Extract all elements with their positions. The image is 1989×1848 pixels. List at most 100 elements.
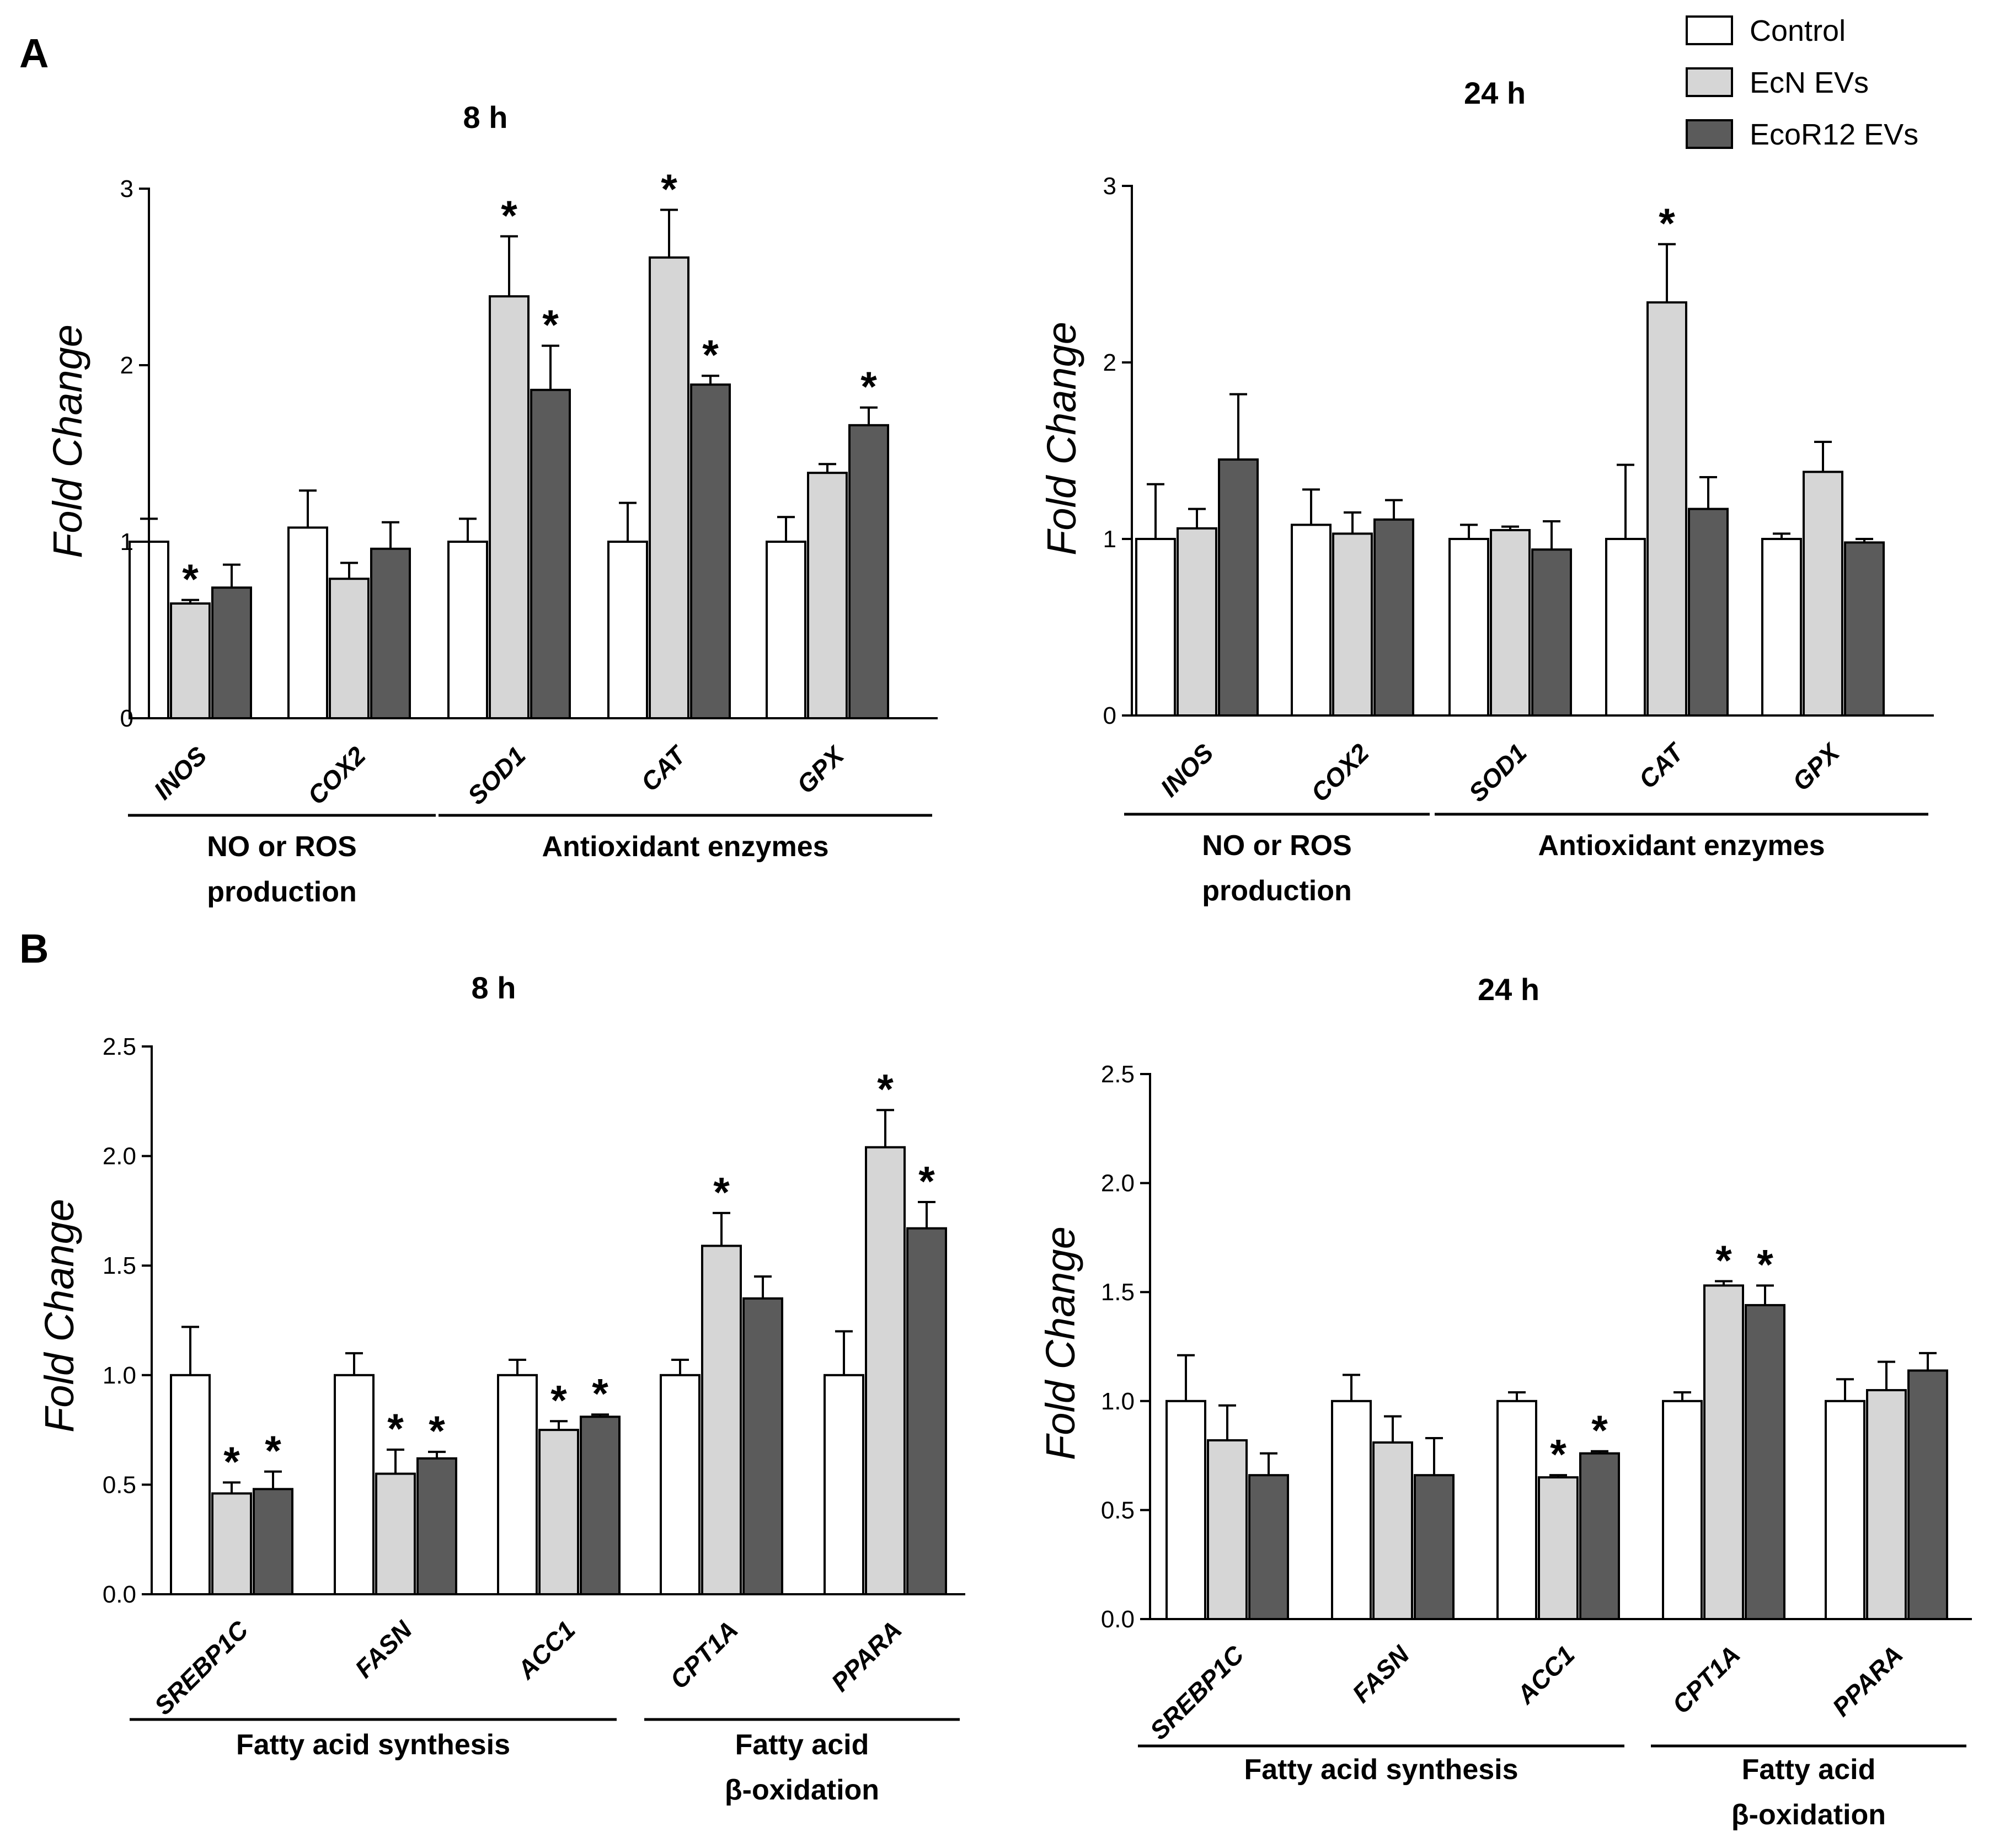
error-bar-acc1-ecn-evs xyxy=(1549,1474,1567,1478)
error-bar-fasn-control xyxy=(1343,1374,1360,1401)
bar-ppara-control xyxy=(824,1374,864,1596)
y-tick-label: 0 xyxy=(1103,702,1116,729)
category-label-acc1: ACC1 xyxy=(511,1615,581,1685)
bar-acc1-ecn-evs xyxy=(538,1429,579,1596)
bar-sod1-ecor12-evs xyxy=(1531,548,1572,717)
category-label-srebp1c: SREBP1C xyxy=(1144,1640,1249,1745)
category-label-sod1: SOD1 xyxy=(1463,738,1532,807)
bar-cat-control xyxy=(607,541,648,719)
legend: Control EcN EVs EcoR12 EVs xyxy=(1686,14,1918,151)
y-tick-label: 2 xyxy=(1103,349,1116,376)
error-bar-ppara-control xyxy=(835,1330,853,1375)
error-bar-ppara-ecor12-evs xyxy=(1919,1352,1937,1371)
category-label-ppara: PPARA xyxy=(826,1615,907,1697)
error-bar-srebp1c-control xyxy=(181,1326,199,1375)
y-axis-label: Fold Change xyxy=(45,324,90,558)
error-bar-fasn-ecn-evs xyxy=(387,1448,404,1474)
error-bar-gpx-control xyxy=(777,516,795,542)
y-tick-label: 2.5 xyxy=(103,1033,136,1060)
bar-cat-ecor12-evs xyxy=(690,383,731,719)
chart-title: 24 h xyxy=(1478,972,1539,1007)
bar-gpx-ecor12-evs xyxy=(848,424,889,719)
y-tick-label: 2 xyxy=(120,352,133,379)
error-bar-acc1-ecn-evs xyxy=(550,1420,568,1430)
group-label: β-oxidation xyxy=(725,1774,879,1806)
error-bar-gpx-ecn-evs xyxy=(1814,441,1832,472)
bar-acc1-control xyxy=(497,1374,538,1596)
y-tick-label: 1 xyxy=(1103,526,1116,553)
category-label-cox2: COX2 xyxy=(302,741,371,810)
bar-gpx-ecn-evs xyxy=(807,472,848,719)
bar-fasn-control xyxy=(1331,1400,1372,1621)
group-label: production xyxy=(207,876,357,908)
significance-star-cat-ecn-evs: * xyxy=(661,166,677,213)
legend-label-control: Control xyxy=(1750,14,1846,47)
bar-cat-control xyxy=(1605,538,1646,717)
y-tick-label: 0.5 xyxy=(103,1471,136,1498)
bar-cat-ecor12-evs xyxy=(1688,508,1729,717)
group-label: production xyxy=(1202,875,1352,907)
significance-star-cpt1a-ecor12-evs: * xyxy=(1757,1242,1773,1289)
error-bar-cpt1a-ecn-evs xyxy=(1715,1280,1733,1286)
y-tick-label: 1.5 xyxy=(103,1252,136,1279)
error-bar-acc1-control xyxy=(1508,1391,1526,1401)
bar-sod1-control xyxy=(1448,538,1489,717)
error-bar-cox2-ecor12-evs xyxy=(382,521,399,549)
bar-acc1-ecor12-evs xyxy=(580,1416,621,1596)
bar-fasn-ecor12-evs xyxy=(1414,1474,1455,1620)
bar-srebp1c-control xyxy=(170,1374,211,1596)
bar-ppara-ecn-evs xyxy=(865,1146,906,1595)
y-tick-label: 2.5 xyxy=(1101,1061,1135,1088)
error-bar-sod1-control xyxy=(1460,524,1478,539)
error-bar-cat-ecn-evs xyxy=(660,209,678,258)
y-tick-label: 1 xyxy=(120,528,133,556)
group-label: NO or ROS xyxy=(1202,830,1352,862)
significance-star-acc1-ecor12-evs: * xyxy=(1591,1407,1608,1454)
error-bar-sod1-ecn-evs xyxy=(500,235,518,297)
bar-acc1-control xyxy=(1496,1400,1537,1621)
y-axis-label: Fold Change xyxy=(1039,322,1084,556)
significance-star-cpt1a-ecn-evs: * xyxy=(1715,1237,1732,1284)
error-bar-inos-control xyxy=(1147,483,1164,539)
error-bar-acc1-ecor12-evs xyxy=(591,1413,609,1417)
error-bar-inos-ecor12-evs xyxy=(223,563,240,588)
error-bar-srebp1c-control xyxy=(1177,1354,1195,1401)
bar-srebp1c-ecor12-evs xyxy=(253,1488,293,1595)
significance-star-inos-ecn-evs: * xyxy=(182,556,199,603)
chart-title: 24 h xyxy=(1464,76,1526,110)
chart-title: 8 h xyxy=(463,100,508,135)
error-bar-cpt1a-control xyxy=(671,1359,689,1375)
y-tick-label: 3 xyxy=(1103,173,1116,200)
bar-ppara-ecn-evs xyxy=(1866,1389,1907,1621)
category-label-cat: CAT xyxy=(1633,736,1691,794)
error-bar-inos-ecn-evs xyxy=(1188,508,1206,528)
category-label-cox2: COX2 xyxy=(1305,738,1375,808)
error-bar-ppara-ecn-evs xyxy=(876,1109,894,1147)
bar-srebp1c-ecn-evs xyxy=(211,1492,252,1596)
group-label: Fatty acid synthesis xyxy=(1244,1754,1518,1786)
group-label: Fatty acid xyxy=(1742,1754,1876,1786)
error-bar-cox2-ecor12-evs xyxy=(1385,499,1403,520)
bar-cpt1a-ecn-evs xyxy=(701,1245,742,1595)
y-tick-label: 3 xyxy=(120,175,133,202)
y-tick-label: 1.0 xyxy=(103,1362,136,1389)
bar-inos-ecn-evs xyxy=(1177,527,1217,717)
legend-swatch-ecn-evs xyxy=(1686,67,1733,97)
legend-label-ecn-evs: EcN EVs xyxy=(1750,66,1869,99)
error-bar-ppara-ecor12-evs xyxy=(918,1201,935,1229)
y-tick-label: 1.0 xyxy=(1101,1388,1135,1415)
significance-star-fasn-ecn-evs: * xyxy=(387,1406,404,1452)
error-bar-ppara-control xyxy=(1836,1378,1854,1401)
bar-fasn-ecn-evs xyxy=(375,1472,416,1596)
bar-cpt1a-ecn-evs xyxy=(1703,1284,1744,1620)
bar-gpx-control xyxy=(766,541,806,719)
error-bar-srebp1c-ecn-evs xyxy=(223,1481,240,1494)
bar-gpx-ecor12-evs xyxy=(1844,541,1885,717)
bar-inos-ecor12-evs xyxy=(1218,458,1259,717)
error-bar-sod1-ecn-evs xyxy=(1501,525,1519,530)
bar-acc1-ecn-evs xyxy=(1538,1476,1579,1621)
legend-swatch-control xyxy=(1686,15,1733,45)
bar-ppara-control xyxy=(1825,1400,1865,1621)
error-bar-acc1-control xyxy=(509,1359,526,1375)
significance-star-acc1-ecn-evs: * xyxy=(550,1377,567,1424)
